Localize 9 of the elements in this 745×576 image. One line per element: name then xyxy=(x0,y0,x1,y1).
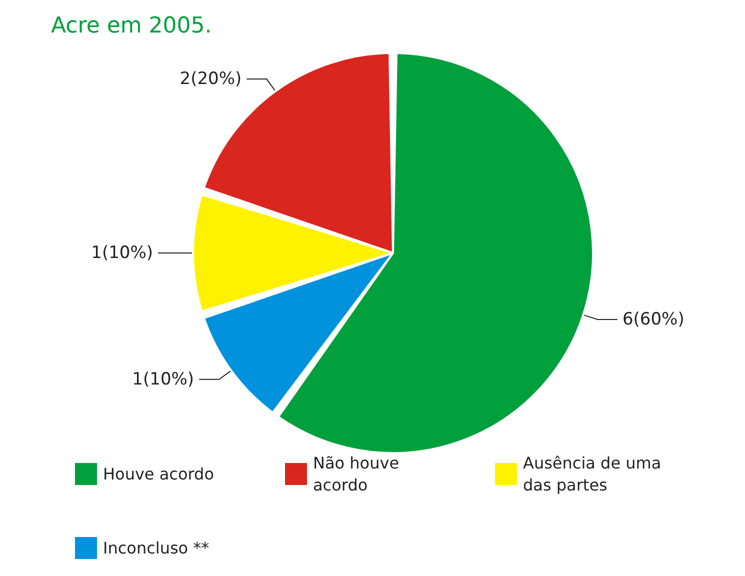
data-label: 6(60%) xyxy=(622,309,684,330)
chart-title: Acre em 2005. xyxy=(51,14,212,38)
legend-label: Inconcluso ** xyxy=(103,538,210,558)
legend-label: Ausência de uma das partes xyxy=(523,454,666,494)
data-label: 1(10%) xyxy=(132,369,194,390)
data-label: 2(20%) xyxy=(180,69,242,90)
legend-label: Houve acordo xyxy=(103,464,214,484)
legend-label: Não houve acordo xyxy=(313,454,404,494)
data-label: 1(10%) xyxy=(91,243,153,263)
